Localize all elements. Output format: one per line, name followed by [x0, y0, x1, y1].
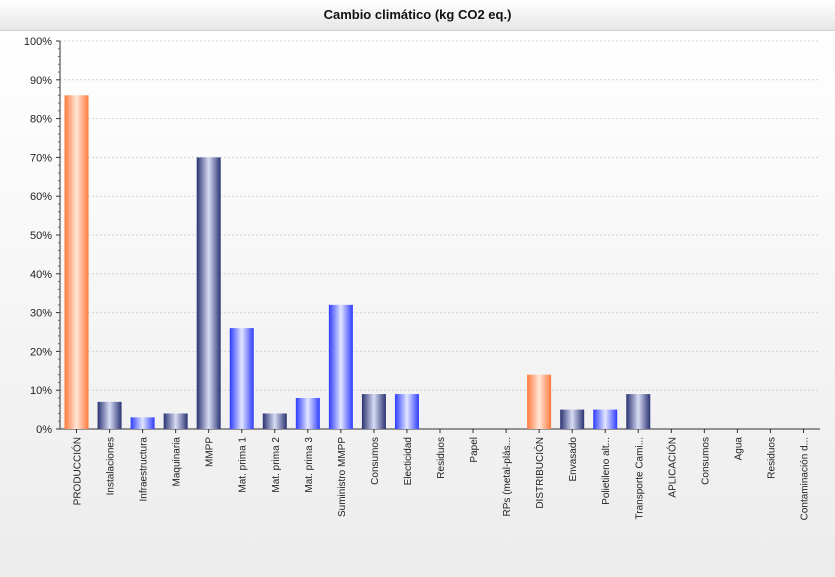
- x-tick-label: Maquinaria: [172, 437, 183, 487]
- x-tick-label: Mat. prima 1: [238, 437, 249, 493]
- bar[interactable]: [593, 409, 618, 429]
- x-tick-label: Residuos: [766, 437, 777, 479]
- x-tick-label: Consumos: [700, 437, 711, 485]
- y-tick-label: 0%: [36, 424, 52, 436]
- bar[interactable]: [97, 401, 122, 429]
- bar[interactable]: [361, 394, 386, 429]
- plot-background: [0, 31, 835, 577]
- chart-title: Cambio climático (kg CO2 eq.): [0, 0, 835, 31]
- y-tick-label: 10%: [30, 385, 52, 397]
- x-tick-label: APLICACIÓN: [665, 437, 678, 498]
- y-tick-label: 30%: [30, 308, 52, 320]
- bar[interactable]: [527, 374, 552, 429]
- x-tick-label: Mat. prima 2: [271, 437, 282, 493]
- x-tick-label: Infraestructura: [139, 437, 150, 502]
- x-tick-label: Electicidad: [403, 437, 414, 485]
- x-tick-label: Consumos: [370, 437, 381, 485]
- x-tick-label: Suministro MMPP: [337, 437, 348, 517]
- x-tick-label: Polietileno alt...: [601, 437, 612, 505]
- bar[interactable]: [262, 413, 287, 429]
- bar[interactable]: [163, 413, 188, 429]
- bar[interactable]: [394, 394, 419, 429]
- y-tick-label: 90%: [30, 75, 52, 87]
- bar[interactable]: [64, 95, 89, 429]
- x-tick-label: Contaminación d...: [799, 437, 810, 520]
- y-tick-label: 40%: [30, 269, 52, 281]
- x-tick-label: Transporte Cami...: [634, 437, 645, 519]
- x-tick-label: Envasado: [568, 437, 579, 482]
- y-tick-label: 60%: [30, 191, 52, 203]
- bar[interactable]: [328, 304, 353, 429]
- y-tick-label: 50%: [30, 230, 52, 242]
- x-tick-label: Papel: [469, 437, 480, 463]
- x-tick-label: Residuos: [436, 437, 447, 479]
- x-tick-label: Agua: [733, 437, 744, 461]
- x-tick-label: Mat. prima 3: [304, 437, 315, 493]
- y-tick-label: 70%: [30, 152, 52, 164]
- y-tick-label: 20%: [30, 346, 52, 358]
- y-tick-label: 80%: [30, 114, 52, 126]
- x-tick-label: PRODUCCIÓN: [71, 437, 84, 505]
- bar[interactable]: [229, 328, 254, 429]
- bar-chart: 0% 10% 20% 30% 40% 50% 60% 70% 80% 90% 100% PRODUC…: [0, 31, 835, 577]
- bar[interactable]: [196, 157, 221, 429]
- bar[interactable]: [626, 394, 651, 429]
- bar[interactable]: [560, 409, 585, 429]
- x-tick-label: MMPP: [205, 437, 216, 467]
- x-tick-label: Instalaciones: [106, 437, 117, 495]
- y-tick-label: 100%: [24, 36, 52, 48]
- x-tick-label: RPs (metal-plás...: [502, 437, 513, 516]
- bar[interactable]: [130, 417, 155, 429]
- x-tick-label: DISTRIBUCIÓN: [533, 437, 546, 509]
- bar[interactable]: [295, 397, 320, 429]
